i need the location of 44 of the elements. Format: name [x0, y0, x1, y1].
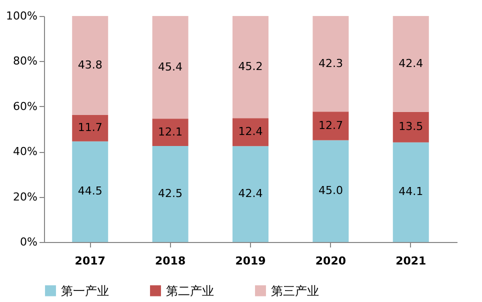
data-label: 13.5 [398, 120, 424, 134]
bar [152, 16, 188, 119]
data-label: 45.2 [238, 60, 263, 74]
bar [72, 114, 108, 142]
bar [152, 146, 188, 242]
data-label: 43.8 [78, 58, 102, 72]
data-label: 42.3 [318, 56, 343, 70]
bar [232, 118, 268, 146]
bar [72, 141, 108, 242]
data-label: 12.4 [238, 125, 263, 138]
y-tick-label: 20% [13, 190, 38, 204]
bar [152, 118, 188, 146]
legend-label: 第一产业 [61, 284, 109, 298]
x-tick-label: 2019 [235, 254, 266, 268]
legend-label: 第二产业 [166, 284, 214, 298]
y-tick-label: 100% [6, 10, 38, 22]
data-label: 44.5 [78, 184, 102, 198]
bar [392, 112, 429, 142]
bar [392, 142, 429, 242]
legend-label: 第三产业 [271, 284, 319, 298]
data-label: 12.1 [158, 125, 183, 138]
bar [312, 112, 349, 140]
x-tick-label: 2020 [315, 254, 346, 268]
bar [232, 146, 268, 242]
x-tick-label: 2018 [154, 254, 186, 268]
data-label: 45.4 [158, 60, 183, 74]
data-label: 11.7 [78, 121, 102, 134]
data-label: 42.4 [398, 56, 424, 70]
y-tick-label: 60% [13, 100, 38, 113]
data-label: 45.0 [318, 184, 343, 198]
data-label: 44.1 [398, 185, 424, 198]
bar [232, 16, 268, 118]
bar [392, 16, 429, 112]
data-label: 42.5 [158, 186, 183, 200]
y-tick-label: 80% [13, 54, 38, 68]
bar [312, 140, 349, 242]
x-tick-label: 2021 [396, 254, 426, 268]
y-tick-label: 0% [20, 236, 38, 248]
data-label: 12.7 [318, 118, 343, 132]
x-tick-label: 2017 [74, 254, 106, 268]
y-tick-label: 40% [13, 145, 38, 158]
data-label: 42.4 [238, 187, 263, 200]
bar [312, 16, 349, 112]
bar [72, 16, 108, 115]
